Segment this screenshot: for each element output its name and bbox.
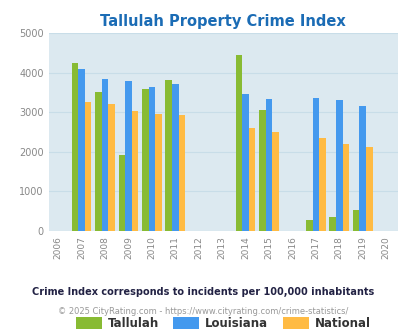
- Bar: [235, 55, 242, 231]
- Bar: [318, 138, 325, 231]
- Bar: [358, 106, 365, 231]
- Bar: [72, 63, 78, 231]
- Text: Crime Index corresponds to incidents per 100,000 inhabitants: Crime Index corresponds to incidents per…: [32, 287, 373, 297]
- Bar: [352, 210, 358, 231]
- Bar: [242, 94, 248, 231]
- Bar: [131, 111, 138, 231]
- Bar: [142, 89, 148, 231]
- Bar: [272, 132, 278, 231]
- Bar: [342, 144, 348, 231]
- Bar: [95, 92, 101, 231]
- Bar: [165, 80, 172, 231]
- Bar: [248, 128, 255, 231]
- Bar: [258, 110, 265, 231]
- Bar: [155, 114, 161, 231]
- Bar: [148, 87, 155, 231]
- Bar: [118, 154, 125, 231]
- Bar: [178, 115, 185, 231]
- Bar: [265, 99, 272, 231]
- Bar: [305, 219, 312, 231]
- Title: Tallulah Property Crime Index: Tallulah Property Crime Index: [100, 14, 345, 29]
- Bar: [78, 69, 85, 231]
- Bar: [365, 147, 372, 231]
- Bar: [101, 79, 108, 231]
- Bar: [172, 84, 178, 231]
- Legend: Tallulah, Louisiana, National: Tallulah, Louisiana, National: [71, 312, 374, 330]
- Bar: [85, 102, 91, 231]
- Bar: [335, 100, 342, 231]
- Bar: [312, 98, 318, 231]
- Bar: [108, 104, 115, 231]
- Text: © 2025 CityRating.com - https://www.cityrating.com/crime-statistics/: © 2025 CityRating.com - https://www.city…: [58, 307, 347, 316]
- Bar: [328, 217, 335, 231]
- Bar: [125, 81, 131, 231]
